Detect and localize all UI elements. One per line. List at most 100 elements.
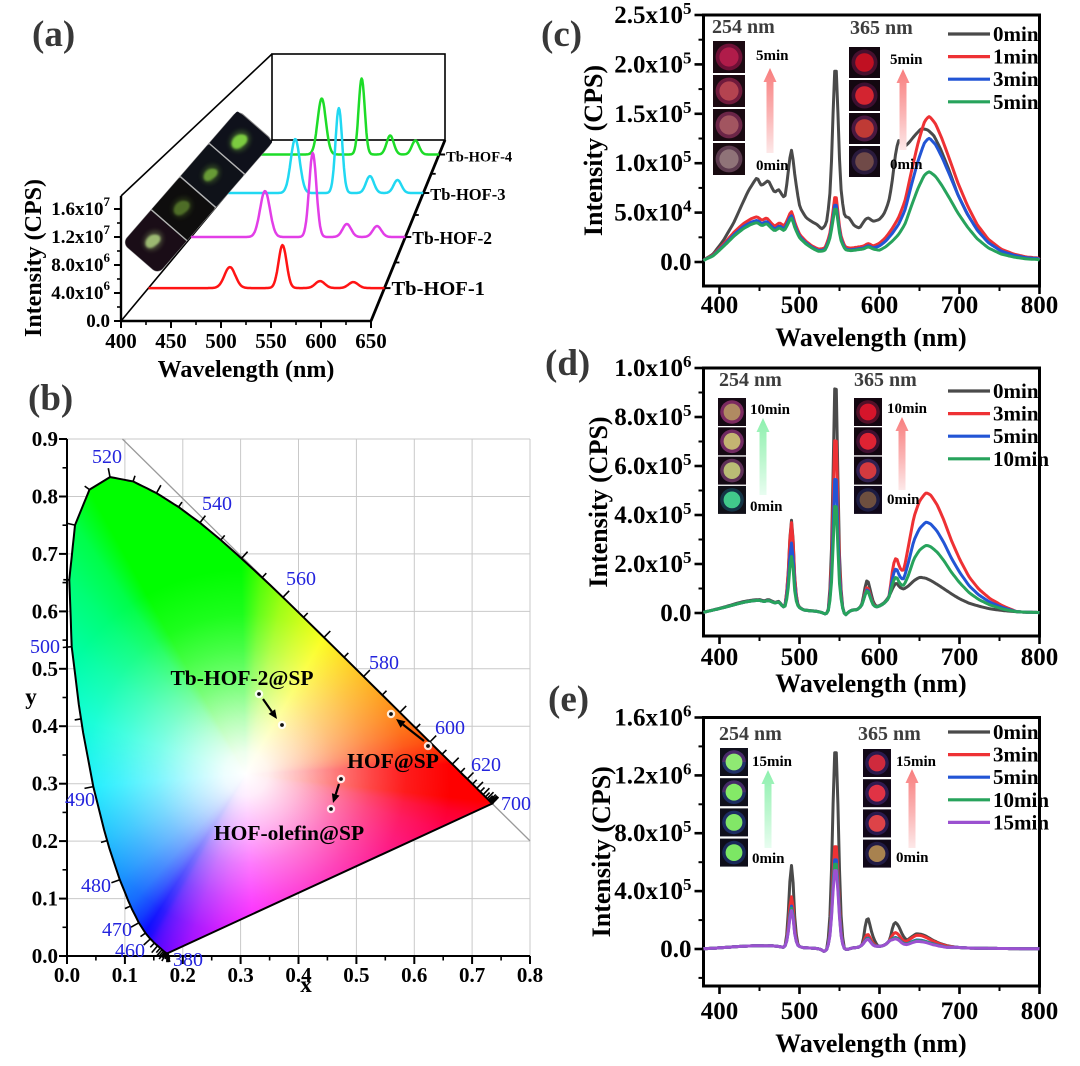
svg-text:(b): (b) xyxy=(28,378,73,419)
svg-text:580: 580 xyxy=(369,652,399,674)
svg-text:(a): (a) xyxy=(32,14,75,55)
svg-text:0min: 0min xyxy=(752,851,785,867)
svg-text:HOF-olefin@SP: HOF-olefin@SP xyxy=(214,821,364,845)
svg-text:5min: 5min xyxy=(756,48,789,64)
svg-text:600: 600 xyxy=(435,717,465,739)
svg-text:480: 480 xyxy=(81,875,111,897)
svg-text:460: 460 xyxy=(115,940,145,962)
svg-text:4.0x106: 4.0x106 xyxy=(51,278,110,304)
svg-text:HOF@SP: HOF@SP xyxy=(347,749,439,773)
svg-text:0.5: 0.5 xyxy=(343,963,369,987)
svg-text:1.0x105: 1.0x105 xyxy=(614,147,691,177)
svg-text:Wavelength (nm): Wavelength (nm) xyxy=(775,1029,966,1058)
svg-text:0min: 0min xyxy=(993,22,1039,46)
svg-text:(c): (c) xyxy=(541,14,582,55)
svg-text:400: 400 xyxy=(701,292,739,319)
svg-text:Tb-HOF-2@SP: Tb-HOF-2@SP xyxy=(170,666,313,690)
svg-text:490: 490 xyxy=(65,789,95,811)
svg-text:600: 600 xyxy=(305,329,337,353)
svg-text:4.0x105: 4.0x105 xyxy=(614,499,691,529)
svg-text:800: 800 xyxy=(1021,644,1059,671)
svg-text:5.0x104: 5.0x104 xyxy=(614,197,692,227)
svg-text:650: 650 xyxy=(355,329,387,353)
svg-text:1.2x106: 1.2x106 xyxy=(614,759,691,789)
svg-text:15min: 15min xyxy=(752,754,793,770)
svg-text:0.8: 0.8 xyxy=(517,963,543,987)
svg-text:470: 470 xyxy=(102,919,132,941)
svg-text:0.2: 0.2 xyxy=(32,829,58,853)
svg-text:1.6x107: 1.6x107 xyxy=(51,194,110,220)
svg-text:10min: 10min xyxy=(993,788,1049,812)
svg-text:600: 600 xyxy=(861,644,899,671)
svg-text:0min: 0min xyxy=(993,720,1039,744)
svg-text:0.3: 0.3 xyxy=(227,963,253,987)
svg-text:0.5: 0.5 xyxy=(32,657,58,681)
svg-text:0.0: 0.0 xyxy=(660,600,691,627)
svg-text:400: 400 xyxy=(701,998,739,1025)
svg-text:1min: 1min xyxy=(993,45,1039,69)
svg-text:500: 500 xyxy=(781,292,819,319)
svg-text:Wavelength (nm): Wavelength (nm) xyxy=(775,669,966,698)
svg-text:520: 520 xyxy=(92,446,122,468)
svg-text:0min: 0min xyxy=(887,492,920,508)
svg-text:0min: 0min xyxy=(896,850,929,866)
svg-text:0.6: 0.6 xyxy=(32,599,58,623)
svg-text:380: 380 xyxy=(173,949,203,971)
svg-text:450: 450 xyxy=(155,329,187,353)
svg-text:Tb-HOF-2: Tb-HOF-2 xyxy=(412,228,492,248)
svg-text:0.3: 0.3 xyxy=(32,772,58,796)
svg-text:(d): (d) xyxy=(545,343,590,384)
svg-text:800: 800 xyxy=(1021,998,1059,1025)
svg-text:560: 560 xyxy=(286,568,316,590)
svg-text:3min: 3min xyxy=(993,402,1039,426)
svg-text:700: 700 xyxy=(501,793,531,815)
svg-text:3min: 3min xyxy=(993,743,1039,767)
svg-text:500: 500 xyxy=(781,998,819,1025)
svg-text:365 nm: 365 nm xyxy=(858,723,921,745)
svg-text:0.4: 0.4 xyxy=(32,714,59,738)
svg-text:0min: 0min xyxy=(750,499,783,515)
svg-text:2.0x105: 2.0x105 xyxy=(614,48,691,78)
svg-text:Intensity (CPS): Intensity (CPS) xyxy=(587,766,616,937)
svg-text:365 nm: 365 nm xyxy=(850,17,913,39)
svg-text:10min: 10min xyxy=(993,447,1049,471)
svg-text:1.0x106: 1.0x106 xyxy=(614,352,691,382)
svg-text:500: 500 xyxy=(781,644,819,671)
svg-text:0.7: 0.7 xyxy=(32,542,58,566)
svg-text:5min: 5min xyxy=(890,52,923,68)
svg-text:0.4: 0.4 xyxy=(285,963,312,987)
svg-text:400: 400 xyxy=(105,329,137,353)
svg-text:1.5x105: 1.5x105 xyxy=(614,98,691,128)
svg-text:Wavelength (nm): Wavelength (nm) xyxy=(775,323,966,352)
svg-text:254 nm: 254 nm xyxy=(719,369,782,391)
svg-text:4.0x105: 4.0x105 xyxy=(614,875,691,905)
svg-text:0min: 0min xyxy=(890,157,923,173)
svg-text:Tb-HOF-4: Tb-HOF-4 xyxy=(446,150,512,166)
svg-text:Tb-HOF-3: Tb-HOF-3 xyxy=(430,185,505,204)
svg-text:2.5x105: 2.5x105 xyxy=(614,0,691,29)
svg-text:400: 400 xyxy=(701,644,739,671)
svg-text:0.1: 0.1 xyxy=(112,963,138,987)
svg-text:Intensity (CPS): Intensity (CPS) xyxy=(21,179,47,337)
svg-text:600: 600 xyxy=(861,998,899,1025)
svg-text:550: 550 xyxy=(255,329,287,353)
svg-text:1.2x107: 1.2x107 xyxy=(51,222,110,248)
svg-text:15min: 15min xyxy=(896,754,937,770)
svg-text:Intensity (CPS): Intensity (CPS) xyxy=(584,416,613,587)
svg-text:0.0: 0.0 xyxy=(54,963,80,987)
svg-text:0.8: 0.8 xyxy=(32,485,58,509)
svg-text:1.6x106: 1.6x106 xyxy=(614,702,691,732)
svg-text:0.9: 0.9 xyxy=(32,427,58,451)
svg-text:(e): (e) xyxy=(548,679,589,720)
svg-text:700: 700 xyxy=(941,644,979,671)
svg-text:8.0x105: 8.0x105 xyxy=(614,817,691,847)
svg-text:15min: 15min xyxy=(993,810,1049,834)
svg-text:0min: 0min xyxy=(993,379,1039,403)
svg-text:y: y xyxy=(25,684,37,709)
svg-text:0.6: 0.6 xyxy=(401,963,427,987)
svg-text:5min: 5min xyxy=(993,90,1039,114)
svg-text:3min: 3min xyxy=(993,67,1039,91)
svg-text:8.0x106: 8.0x106 xyxy=(51,250,110,276)
svg-text:254 nm: 254 nm xyxy=(712,16,775,38)
svg-text:500: 500 xyxy=(30,636,60,658)
